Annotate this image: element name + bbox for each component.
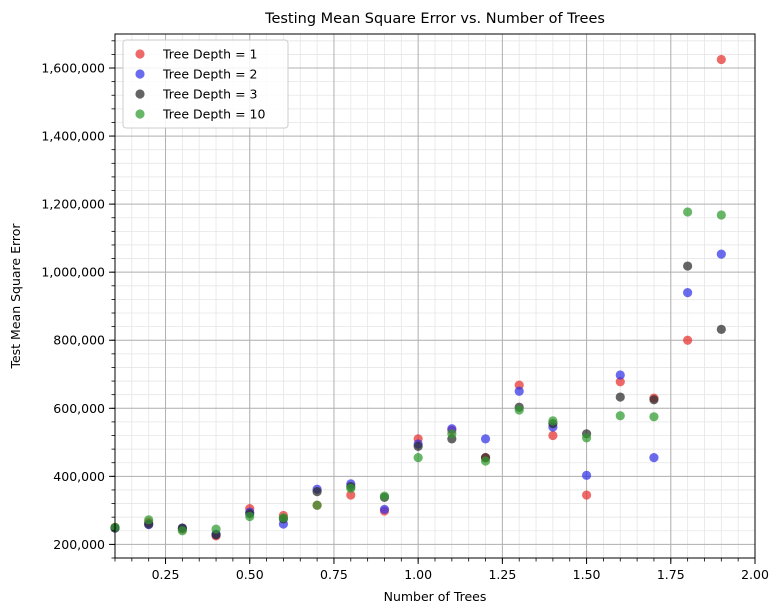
data-point xyxy=(649,453,659,463)
legend-label: Tree Depth = 3 xyxy=(162,87,257,102)
data-point xyxy=(413,441,423,451)
data-point xyxy=(177,526,187,536)
data-point xyxy=(581,470,592,480)
data-point xyxy=(615,392,625,402)
legend-label: Tree Depth = 10 xyxy=(162,107,265,122)
y-tick-label: 1,600,000 xyxy=(41,61,105,76)
data-point xyxy=(312,500,322,510)
data-point xyxy=(346,490,356,500)
legend-marker xyxy=(135,69,145,79)
series-4 xyxy=(110,207,726,536)
data-point xyxy=(548,430,558,441)
data-point xyxy=(480,456,491,466)
data-point xyxy=(144,515,154,525)
data-point xyxy=(615,370,625,380)
data-point xyxy=(480,434,491,444)
data-point xyxy=(581,433,592,443)
legend-box xyxy=(122,39,289,129)
legend-marker xyxy=(135,89,145,99)
data-point xyxy=(379,504,390,514)
x-tick-label: 0.25 xyxy=(152,567,180,582)
x-tick-label: 0.75 xyxy=(320,567,348,582)
data-point xyxy=(683,207,693,217)
data-point xyxy=(649,395,659,405)
data-point xyxy=(312,487,322,497)
data-point xyxy=(447,429,457,439)
y-tick-label: 400,000 xyxy=(53,469,105,484)
data-point xyxy=(716,54,726,65)
y-tick-label: 1,000,000 xyxy=(41,265,105,280)
y-tick-label: 1,400,000 xyxy=(41,129,105,144)
data-point xyxy=(548,416,558,426)
y-tick-label: 800,000 xyxy=(53,333,105,348)
y-axis-ticks: 200,000 400,000 600,000 800,000 1,000,000 1,2… xyxy=(41,40,115,559)
x-axis-ticks: 0.25 0.50 0.75 1.00 1.25 1.50 1.75 2.00 xyxy=(114,558,769,582)
data-point xyxy=(211,524,221,534)
legend-item: Tree Depth = 3 xyxy=(135,87,257,102)
data-point xyxy=(615,377,625,387)
x-tick-label: 1.75 xyxy=(657,567,685,582)
data-point xyxy=(514,386,524,396)
x-axis-label: Number of Trees xyxy=(384,589,487,604)
legend-label: Tree Depth = 2 xyxy=(162,67,257,82)
x-tick-label: 1.25 xyxy=(488,567,516,582)
data-point xyxy=(346,483,356,493)
data-point xyxy=(683,261,693,271)
y-tick-label: 200,000 xyxy=(53,537,105,552)
data-point xyxy=(649,412,659,422)
legend-label: Tree Depth = 1 xyxy=(162,47,257,62)
data-point xyxy=(716,324,726,334)
data-point xyxy=(716,210,726,220)
data-point xyxy=(245,511,255,522)
data-point xyxy=(514,405,524,415)
data-point xyxy=(581,490,592,500)
y-axis-label: Test Mean Square Error xyxy=(8,223,23,370)
x-tick-label: 1.00 xyxy=(404,567,432,582)
data-point xyxy=(278,513,289,523)
x-tick-label: 0.50 xyxy=(236,567,264,582)
legend-item: Tree Depth = 1 xyxy=(135,47,257,62)
data-point xyxy=(413,453,423,463)
legend-item: Tree Depth = 2 xyxy=(135,67,257,82)
legend-marker xyxy=(135,109,145,119)
legend-item: Tree Depth = 10 xyxy=(135,107,265,122)
y-tick-label: 1,200,000 xyxy=(41,197,105,212)
data-point xyxy=(683,335,693,345)
x-tick-label: 1.50 xyxy=(573,567,601,582)
data-point xyxy=(379,491,390,501)
legend-marker xyxy=(135,49,145,59)
data-point xyxy=(615,411,625,421)
x-tick-label: 2.00 xyxy=(741,567,769,582)
data-point xyxy=(683,287,693,298)
data-point xyxy=(716,249,726,259)
y-tick-label: 600,000 xyxy=(53,401,105,416)
chart-title: Testing Mean Square Error vs. Number of … xyxy=(264,11,605,27)
legend: Tree Depth = 1 Tree Depth = 2 Tree Depth =… xyxy=(122,39,289,129)
data-points xyxy=(110,54,726,541)
